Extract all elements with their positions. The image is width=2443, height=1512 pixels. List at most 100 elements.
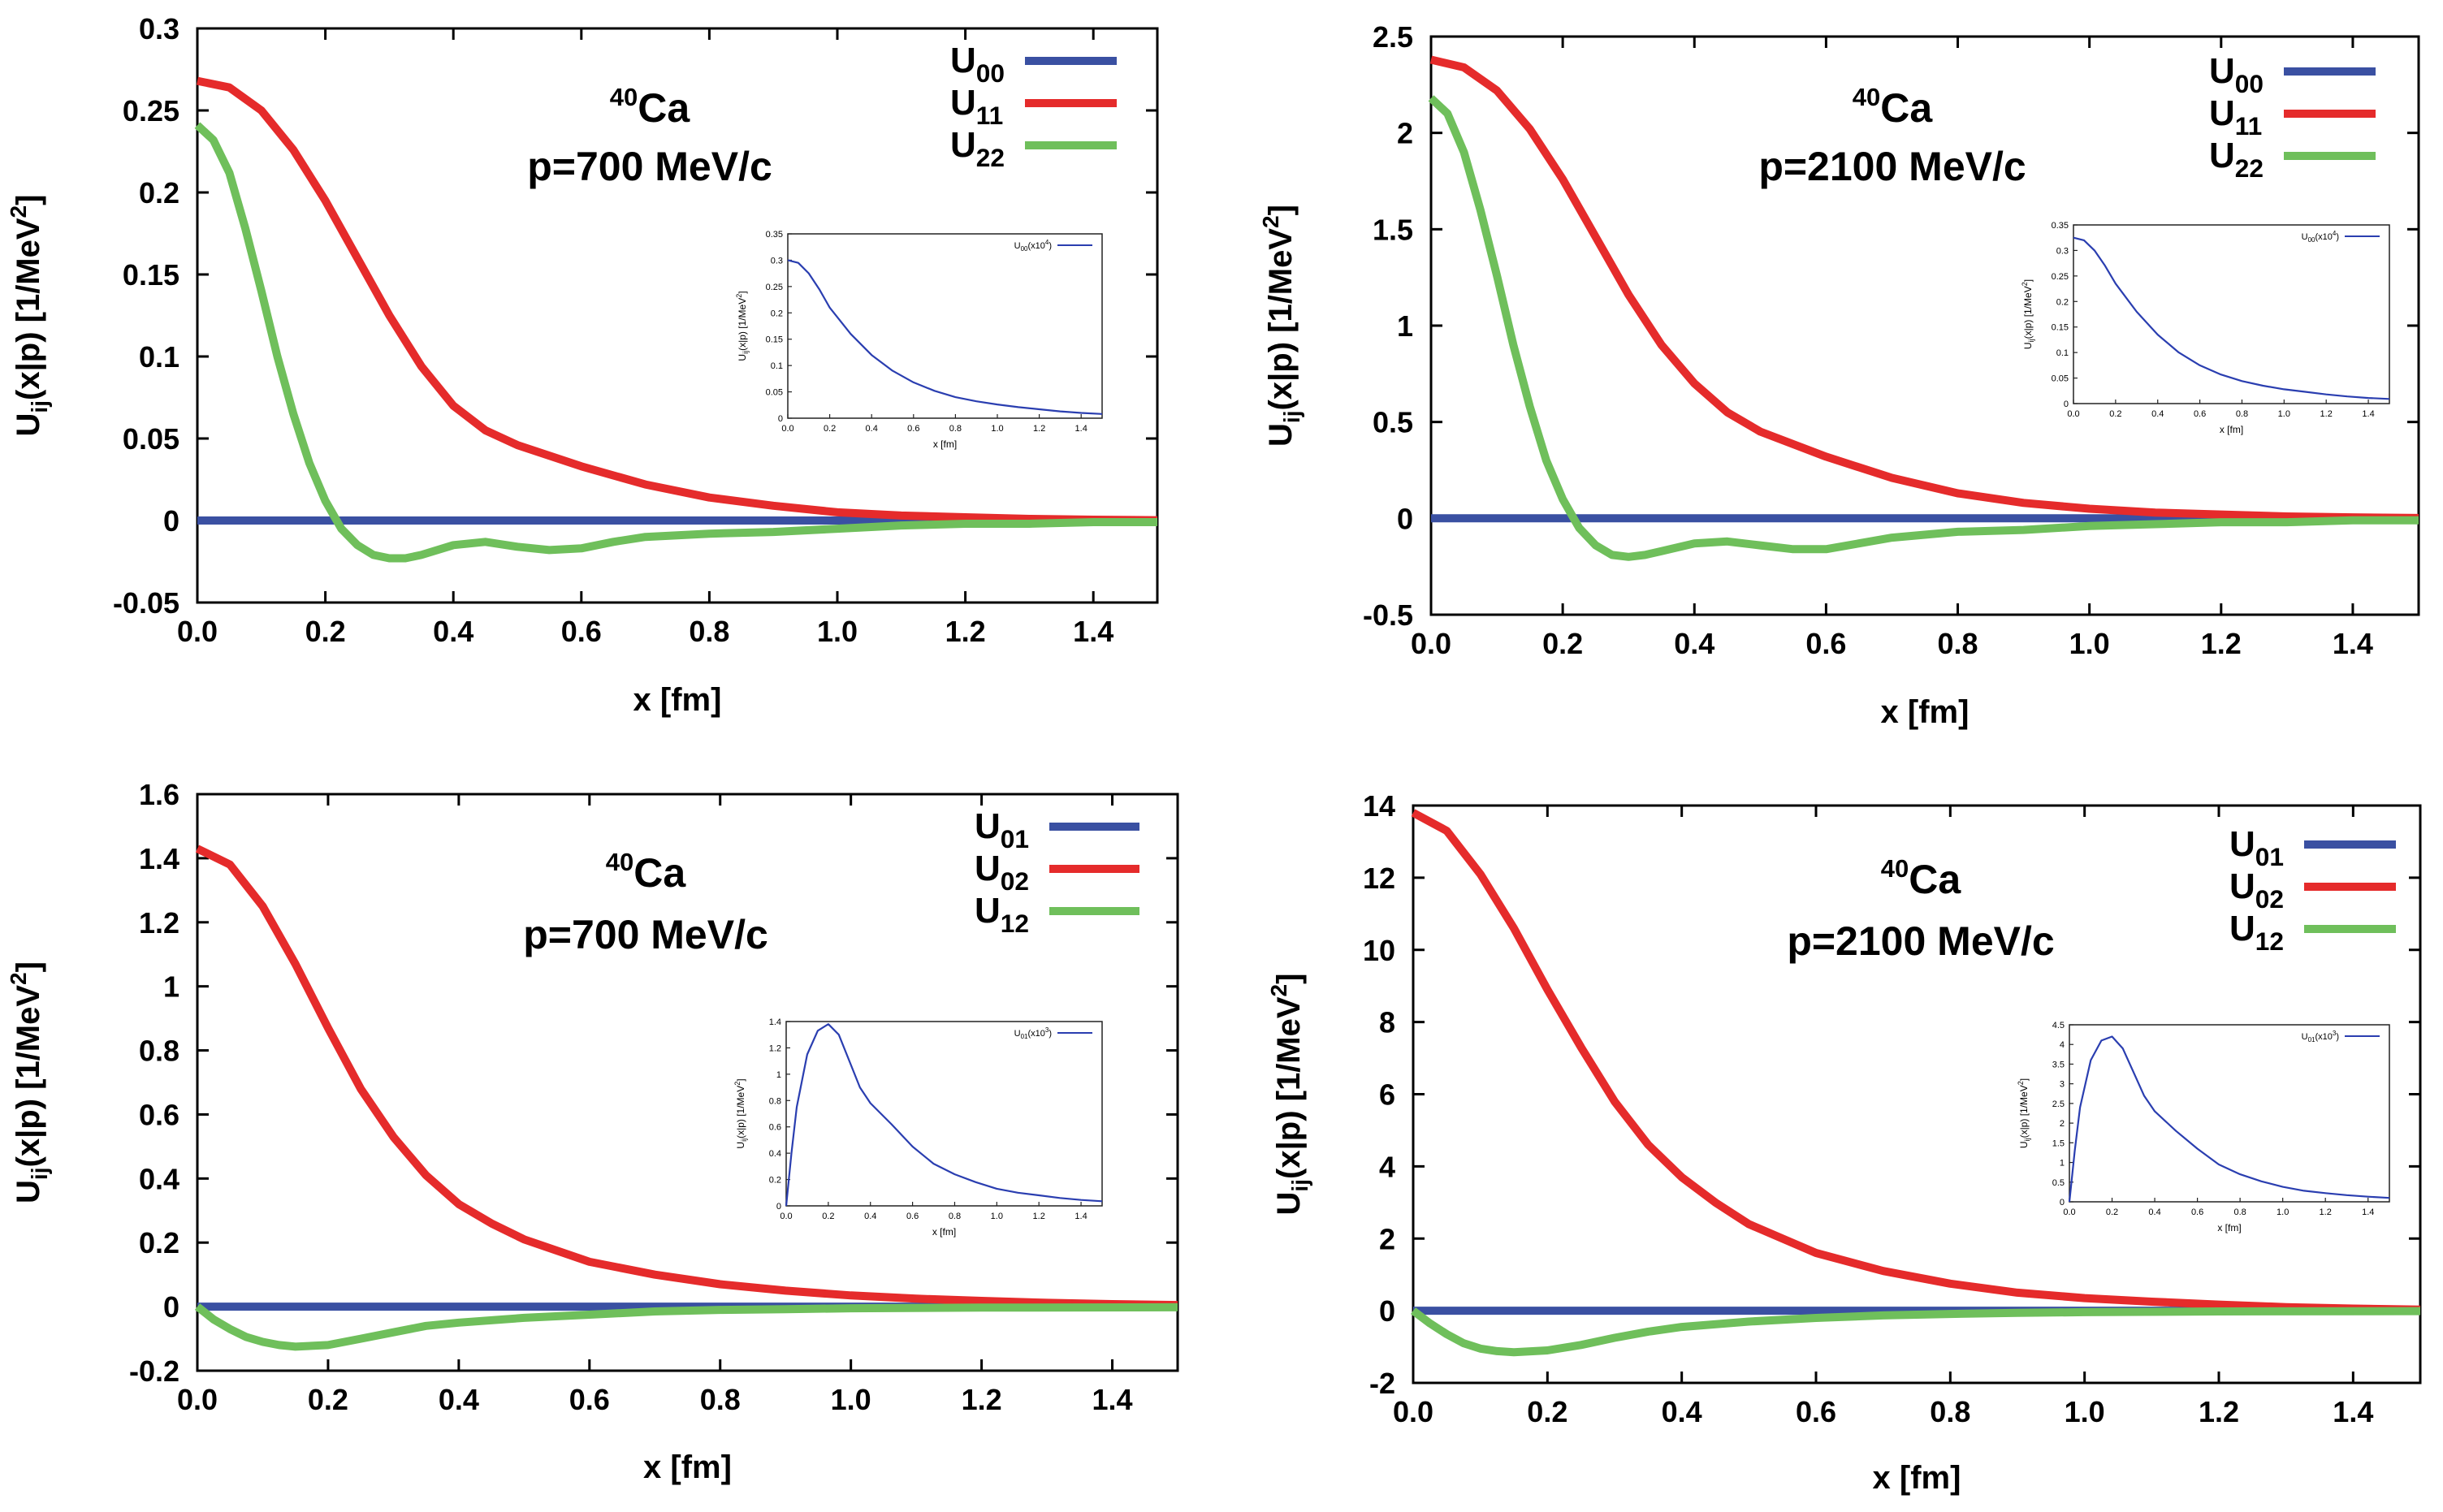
inset-y-tick-label: 3.5: [2052, 1060, 2065, 1069]
x-tick-label: 1.4: [1092, 1383, 1133, 1416]
y-tick-label: 0.3: [139, 12, 179, 45]
legend-label-base: U: [2229, 866, 2255, 906]
inset-legend-base: U: [2302, 1032, 2308, 1042]
x-tick-label: 0.4: [433, 615, 473, 648]
y-tick-label: 1: [1397, 309, 1413, 343]
legend-label: U22: [950, 125, 1005, 172]
inset-y-axis-label: Uij(x|p) [1/MeV2]: [733, 1078, 748, 1148]
inset-y-tick-label: 1: [776, 1070, 781, 1080]
y-tick-label: 0.6: [139, 1098, 179, 1131]
x-tick-label: 0.0: [177, 615, 218, 648]
inset-legend-label: U00(x104): [1014, 239, 1052, 253]
legend-label: U02: [2229, 866, 2284, 914]
inset-plot: 0.0 0.2 0.4 0.6 0.8 1.0 1.2 1.4 0 0.5 1 1.5 2 2.5 3 3.5…: [2017, 1021, 2390, 1233]
legend-label-sub: 01: [2255, 842, 2284, 871]
x-tick-label: 0.6: [1805, 627, 1846, 660]
inset-y-tick-label: 0.25: [766, 283, 783, 292]
nucleus-label: 40Ca: [610, 83, 691, 131]
inset-x-tick-label: 0.0: [780, 1212, 792, 1221]
y-tick-label: 0.15: [123, 258, 179, 292]
x-tick-label: 1.4: [2333, 627, 2373, 660]
legend-label-base: U: [2229, 824, 2255, 864]
x-tick-label: 0.8: [689, 615, 729, 648]
legend-label-sub: 01: [1001, 824, 1029, 853]
inset-x-tick-label: 0.0: [2063, 1207, 2075, 1217]
inset-legend-exp: 4: [1045, 239, 1049, 246]
inset-series-line: [785, 1023, 1103, 1207]
inset-y-tick-label: 0: [2064, 400, 2069, 409]
inset-y-axis-label: Uij(x|p) [1/MeV2]: [735, 291, 750, 361]
x-tick-label: 0.4: [1662, 1395, 1702, 1428]
y-tick-label: 0.2: [139, 176, 179, 210]
legend-label: U00: [950, 41, 1005, 88]
series-line-u02: [1411, 809, 2421, 1314]
legend-label-base: U: [950, 83, 976, 123]
inset-legend-scale: (x10: [2315, 232, 2332, 242]
y-tick-label: 10: [1363, 934, 1395, 967]
inset-legend-exp: 3: [2333, 1030, 2337, 1037]
inset-y-tick-label: 1.5: [2052, 1138, 2065, 1148]
legend-label: U12: [2229, 909, 2284, 956]
inset-x-tick-label: 1.4: [1074, 1212, 1087, 1221]
inset-series-line: [787, 259, 1103, 415]
nucleus-element: Ca: [638, 85, 690, 131]
y-tick-label: 8: [1379, 1006, 1395, 1039]
legend-label-base: U: [2209, 136, 2235, 175]
inset-x-tick-label: 1.0: [991, 424, 1003, 434]
legend-label-sub: 11: [2235, 111, 2262, 140]
x-tick-label: 0.0: [177, 1383, 218, 1416]
x-tick-label: 0.4: [439, 1383, 479, 1416]
momentum-label: p=700 MeV/c: [523, 912, 768, 957]
series-line-u12: [1410, 1307, 2421, 1357]
inset-plot: 0.0 0.2 0.4 0.6 0.8 1.0 1.2 1.4 0 0.05 0.1 0.15 0.2 0…: [735, 230, 1103, 450]
legend-label-base: U: [975, 849, 1001, 888]
inset-frame: [785, 1021, 1103, 1207]
inset-y-axis-label: Uij(x|p) [1/MeV2]: [2021, 279, 2035, 349]
legend-label-sub: 12: [1001, 909, 1029, 938]
legend-label-base: U: [950, 125, 976, 165]
inset-x-tick-label: 1.4: [2362, 1207, 2374, 1217]
x-tick-label: 1.4: [1073, 615, 1113, 648]
inset-x-tick-label: 0.2: [2109, 409, 2121, 419]
nucleus-element: Ca: [633, 850, 686, 896]
inset-x-tick-label: 0.4: [866, 424, 878, 434]
y-axis-label: Uij(x|p) [1/MeV2]: [6, 961, 52, 1203]
y-tick-label: 0: [163, 504, 179, 538]
inset-x-tick-label: 0.6: [906, 1212, 919, 1221]
x-tick-label: 0.8: [700, 1383, 741, 1416]
nucleus-label: 40Ca: [606, 848, 687, 896]
inset-x-tick-label: 0.2: [824, 424, 836, 434]
inset-x-tick-label: 0.0: [781, 424, 793, 434]
inset-legend-scale: (x10: [1027, 1029, 1044, 1039]
inset-series-line: [2068, 1035, 2390, 1203]
inset-legend-base: U: [2302, 232, 2308, 242]
nucleus-mass: 40: [610, 83, 638, 111]
legend-label: U02: [975, 849, 1029, 896]
inset-y-tick-label: 3: [2060, 1080, 2065, 1090]
inset-y-tick-label: 0.2: [771, 309, 783, 318]
chart-panel-bottom-left: 0.0 0.2 0.4 0.6 0.8 1.0 1.2 1.4-0.200.20.40.60.…: [6, 778, 1179, 1485]
y-axis-label: Uij(x|p) [1/MeV2]: [1266, 974, 1312, 1216]
legend-label-sub: 02: [2255, 884, 2284, 914]
series-line-u12: [194, 1302, 1178, 1351]
y-tick-label: 2: [1379, 1222, 1395, 1255]
legend-label: U11: [950, 83, 1003, 130]
x-tick-label: 1.0: [2065, 1395, 2105, 1428]
inset-y-tick-label: 0.4: [769, 1149, 781, 1159]
nucleus-element: Ca: [1880, 85, 1933, 131]
inset-x-tick-label: 0.8: [949, 1212, 961, 1221]
y-axis-label: Uij(x|p) [1/MeV2]: [1258, 205, 1304, 447]
inset-y-tick-label: 0.5: [2052, 1178, 2065, 1188]
legend-label-base: U: [2209, 51, 2235, 91]
y-tick-label: 0.5: [1373, 406, 1413, 439]
inset-x-tick-label: 0.4: [864, 1212, 876, 1221]
inset-legend-close: ): [1049, 1029, 1052, 1039]
inset-y-tick-label: 2: [2060, 1119, 2065, 1129]
y-tick-label: 14: [1363, 789, 1395, 823]
inset-y-tick-label: 0.1: [771, 361, 783, 371]
inset-legend-exp: 4: [2333, 230, 2337, 237]
inset-x-tick-label: 0.4: [2151, 409, 2164, 419]
